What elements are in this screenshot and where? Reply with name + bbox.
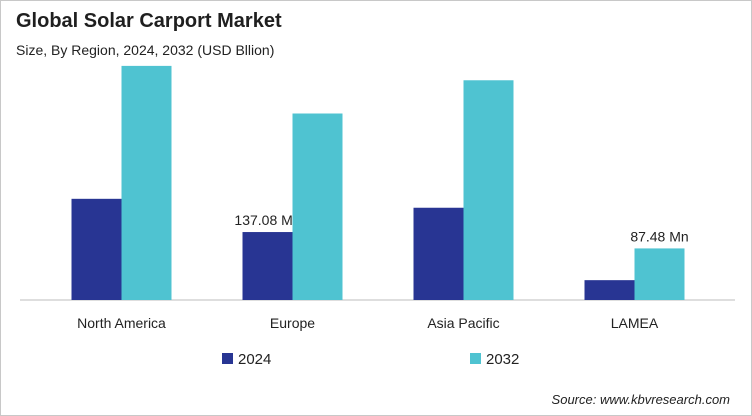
bar-north-america-2032 bbox=[121, 65, 172, 300]
x-tick-label: North America bbox=[77, 315, 166, 331]
data-label: 87.48 Mn bbox=[630, 228, 688, 244]
bar-asia-pacific-2032 bbox=[463, 80, 514, 300]
x-tick-label: Asia Pacific bbox=[427, 315, 499, 331]
chart-subtitle: Size, By Region, 2024, 2032 (USD Bllion) bbox=[16, 42, 275, 58]
chart-title: Global Solar Carport Market bbox=[16, 10, 282, 32]
bar-europe-2032 bbox=[292, 113, 343, 300]
data-label: 137.08 Mn bbox=[234, 212, 300, 228]
x-tick-label: LAMEA bbox=[611, 315, 659, 331]
source-note: Source: www.kbvresearch.com bbox=[551, 392, 730, 407]
bar-lamea-2032 bbox=[634, 248, 685, 300]
bar-north-america-2024 bbox=[71, 198, 122, 300]
legend-swatch-2024 bbox=[222, 353, 233, 364]
legend-label-2032: 2032 bbox=[486, 351, 519, 368]
legend-swatch-2032 bbox=[470, 353, 481, 364]
bar-lamea-2024 bbox=[584, 280, 635, 300]
bar-asia-pacific-2024 bbox=[413, 207, 464, 300]
bar-europe-2024 bbox=[242, 232, 293, 300]
legend-label-2024: 2024 bbox=[238, 351, 271, 368]
x-tick-label: Europe bbox=[270, 315, 315, 331]
